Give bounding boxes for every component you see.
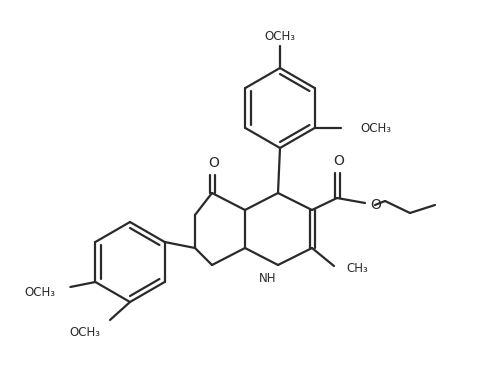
Text: OCH₃: OCH₃ [24,285,55,298]
Text: CH₃: CH₃ [346,261,368,275]
Text: OCH₃: OCH₃ [264,30,296,43]
Text: O: O [370,198,381,212]
Text: O: O [208,156,220,170]
Text: NH: NH [259,273,277,285]
Text: O: O [334,154,345,168]
Text: OCH₃: OCH₃ [69,325,100,338]
Text: OCH₃: OCH₃ [361,122,392,135]
